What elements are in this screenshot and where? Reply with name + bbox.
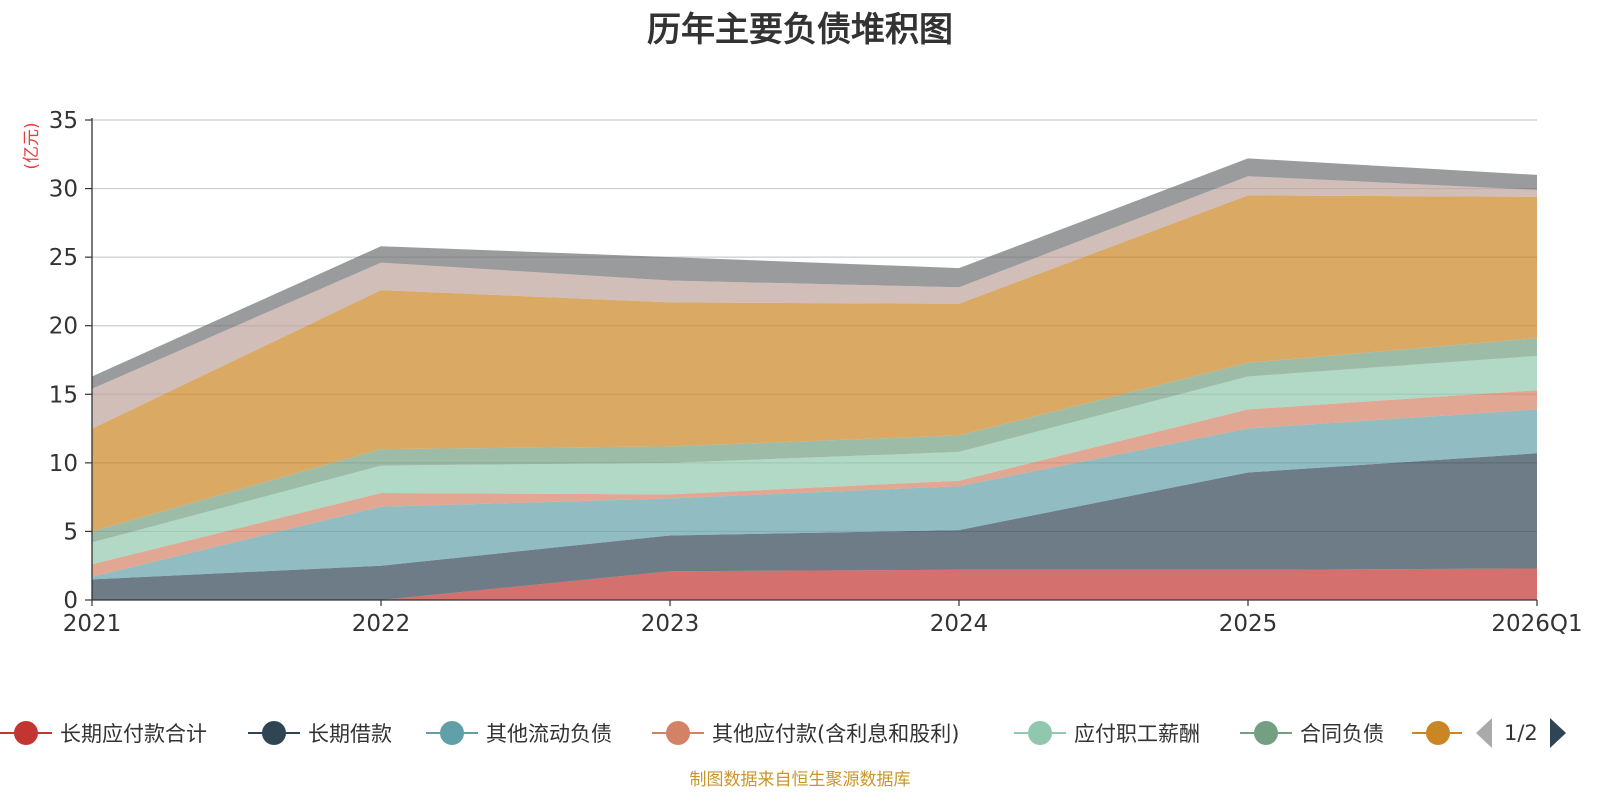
x-tick-label: 2026Q1 [1491,611,1582,637]
legend-marker-icon [0,718,52,748]
legend-pager: 1/2 [1476,718,1566,748]
area-series-7 [92,176,1537,429]
legend-marker-icon [1014,718,1066,748]
legend-items: 长期应付款合计 长期借款 其他流动负债 其他应付款(含利息和股利) 应付职工薪酬 合同负债… [0,718,1462,762]
legend-label: 长期应付款合计 [60,722,207,746]
legend-marker-icon [248,718,300,748]
area-series-3 [92,390,1537,577]
x-tick-label: 2021 [63,611,122,637]
y-tick-label: 20 [49,314,78,340]
y-tick-label: 10 [49,451,78,477]
legend-label: 长期借款 [308,722,392,746]
y-tick-label: 35 [49,108,78,134]
legend-item[interactable]: 应付账款 [1412,718,1462,748]
y-tick-label: 5 [63,519,78,545]
legend-label: 合同负债 [1300,722,1384,746]
legend-label: 应付职工薪酬 [1074,722,1200,746]
y-tick-label: 0 [63,588,78,614]
legend-page-indicator: 1/2 [1504,721,1538,745]
area-series-2 [92,409,1537,580]
y-tick-label: 15 [49,382,78,408]
legend-marker-icon [652,718,704,748]
area-series-5 [92,338,1537,543]
stacked-areas [92,158,1537,600]
y-tick-label: 25 [49,245,78,271]
legend-marker-icon [426,718,478,748]
legend-item[interactable]: 其他应付款(含利息和股利) [652,718,959,748]
legend-marker-icon [1240,718,1292,748]
y-tick-label: 30 [49,177,78,203]
x-tick-label: 2023 [641,611,700,637]
legend-marker-icon [1412,718,1462,748]
legend: 长期应付款合计 长期借款 其他流动负债 其他应付款(含利息和股利) 应付职工薪酬 合同负债… [0,718,1600,762]
x-tick-label: 2025 [1219,611,1278,637]
legend-item[interactable]: 长期应付款合计 [0,718,207,748]
x-tick-label: 2022 [352,611,411,637]
legend-prev-page-icon[interactable] [1476,718,1492,748]
area-series-1 [92,453,1537,600]
legend-item[interactable]: 合同负债 [1240,718,1384,748]
legend-item[interactable]: 其他流动负债 [426,718,612,748]
legend-item[interactable]: 应付职工薪酬 [1014,718,1200,748]
legend-label: 其他流动负债 [486,722,612,746]
area-series-8 [92,158,1537,389]
legend-item[interactable]: 长期借款 [248,718,392,748]
source-note: 制图数据来自恒生聚源数据库 [689,770,911,790]
chart-title: 历年主要负债堆积图 [647,10,953,50]
area-series-4 [92,355,1537,565]
area-series-6 [92,195,1537,532]
y-axis-unit-label: (亿元) [22,122,42,169]
x-tick-label: 2024 [930,611,989,637]
legend-next-page-icon[interactable] [1549,718,1566,748]
area-series-0 [92,568,1537,600]
legend-label: 其他应付款(含利息和股利) [712,722,960,746]
